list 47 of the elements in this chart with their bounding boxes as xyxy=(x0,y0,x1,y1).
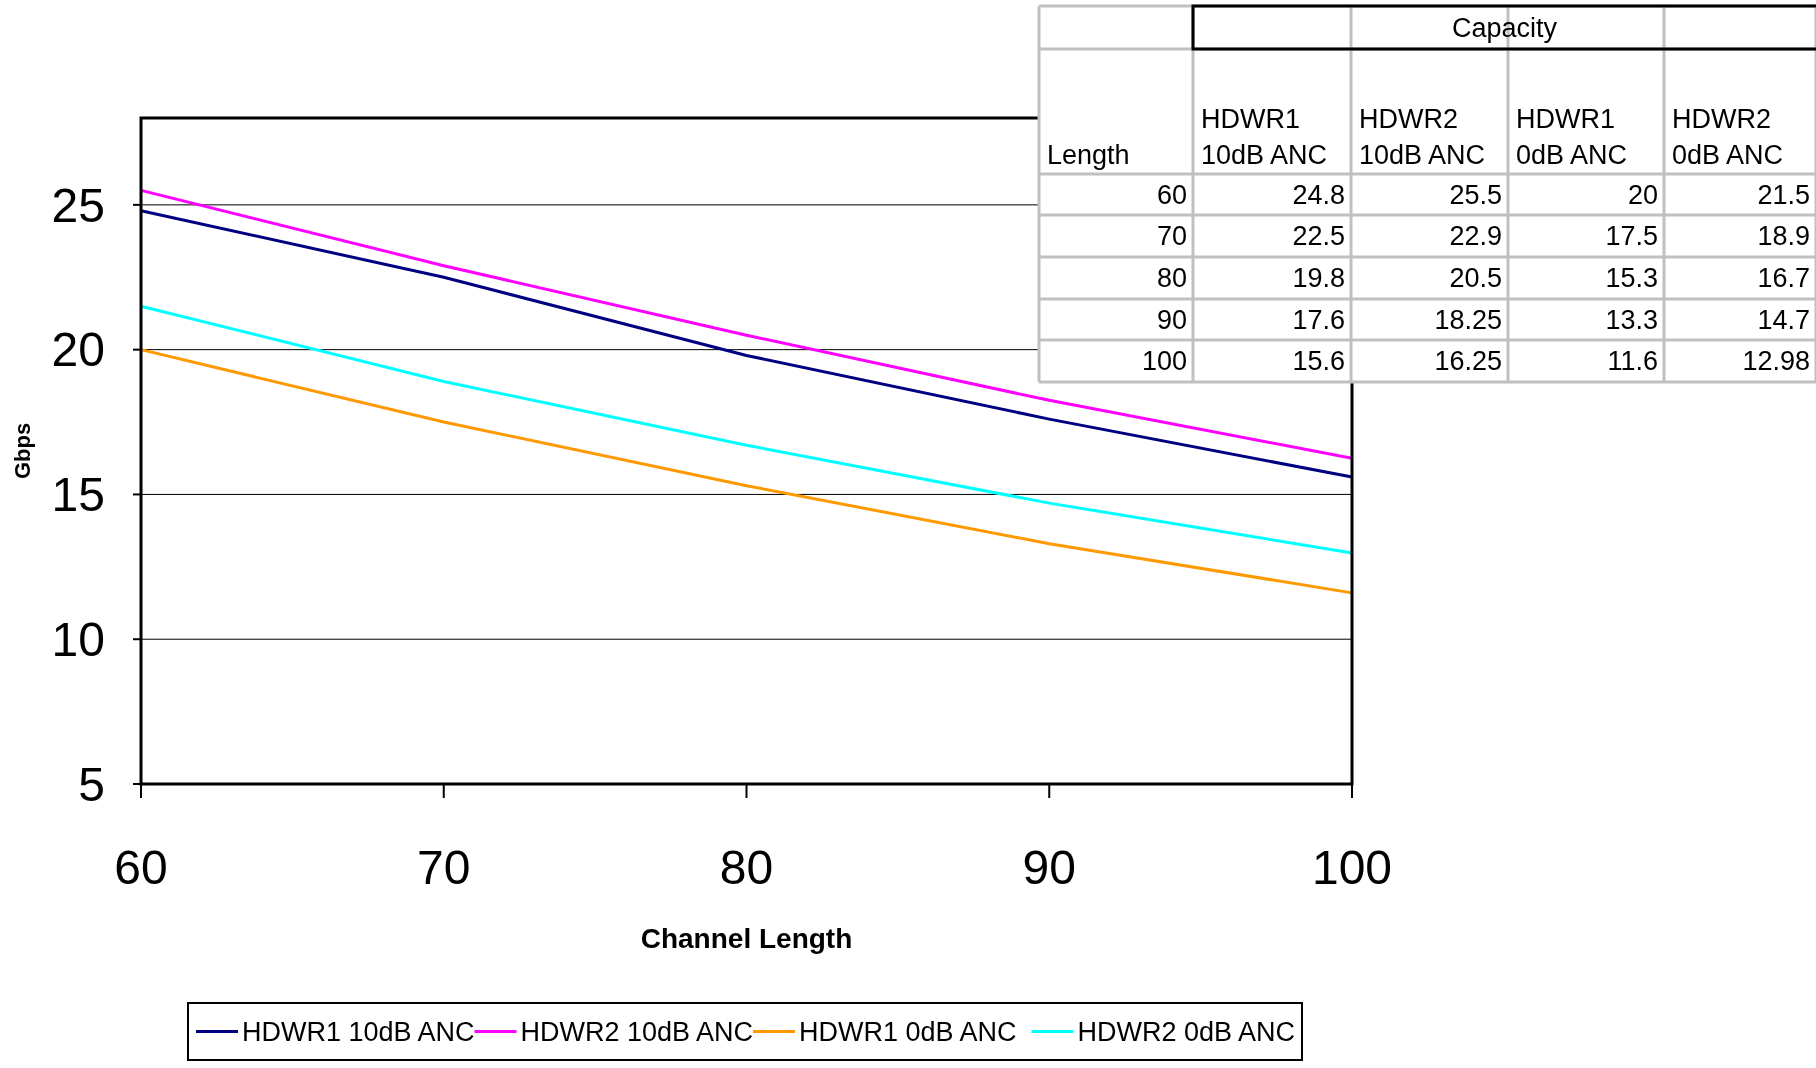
x-tick-label: 60 xyxy=(114,841,168,894)
y-tick-label: 15 xyxy=(51,468,105,522)
y-tick-label: 80 xyxy=(1156,263,1187,294)
data-label: 13.3 xyxy=(1605,304,1658,335)
data-label: 21.5 xyxy=(1757,179,1810,210)
legend-label: HDWR1 0dB ANC xyxy=(799,1016,1017,1047)
x-tick-label: 80 xyxy=(719,841,774,894)
x-tick-label: 90 xyxy=(1022,841,1076,894)
data-label: 12.98 xyxy=(1742,346,1810,377)
legend-label: HDWR1 10dB ANC xyxy=(242,1016,475,1047)
data-label: 14.7 xyxy=(1757,304,1810,335)
y-tick-label: 20 xyxy=(51,323,105,377)
data-label: 19.8 xyxy=(1292,263,1345,294)
data-label: 24.8 xyxy=(1292,179,1345,210)
y-tick-label: 90 xyxy=(1156,304,1187,335)
data-label: 22.9 xyxy=(1449,221,1502,252)
data-label: 20.5 xyxy=(1449,263,1502,294)
y-tick-label: 25 xyxy=(51,178,105,232)
legend-label: HDWR2 0dB ANC xyxy=(1077,1016,1296,1047)
data-label: 17.6 xyxy=(1292,304,1345,335)
data-label: 22.5 xyxy=(1292,221,1345,252)
data-label: 16.7 xyxy=(1757,263,1810,294)
data-label: 16.25 xyxy=(1434,346,1502,377)
y-tick-label: 70 xyxy=(1156,221,1187,252)
data-label: 15.6 xyxy=(1292,346,1345,377)
data-label: 17.5 xyxy=(1605,221,1658,252)
data-label: 18.25 xyxy=(1434,304,1502,335)
x-tick-label: HDWR1 0dB ANC xyxy=(1516,104,1628,170)
x-tick-label: 70 xyxy=(417,841,471,894)
y-tick-label: 5 xyxy=(78,757,105,811)
y-tick-label: 10 xyxy=(51,613,105,667)
data-label: 15.3 xyxy=(1605,263,1658,294)
x-tick-label: 100 xyxy=(1311,841,1393,894)
data-label: 18.9 xyxy=(1757,221,1810,252)
y-axis-title: Gbps xyxy=(10,422,35,480)
legend-label: HDWR2 10dB ANC xyxy=(520,1016,754,1047)
x-tick-label: HDWR2 10dB ANC xyxy=(1359,104,1486,170)
x-tick-label: HDWR1 10dB ANC xyxy=(1201,104,1328,170)
y-axis-title: Length xyxy=(1047,140,1130,170)
y-tick-label: 60 xyxy=(1156,179,1187,210)
x-axis-title: Channel Length xyxy=(640,923,853,954)
y-tick-label: 100 xyxy=(1141,346,1187,377)
x-tick-label: HDWR2 0dB ANC xyxy=(1672,104,1784,170)
data-label: 20 xyxy=(1627,179,1658,210)
data-label: 25.5 xyxy=(1449,179,1502,210)
data-label: 11.6 xyxy=(1607,346,1658,377)
chart-title: Capacity xyxy=(1451,12,1558,43)
